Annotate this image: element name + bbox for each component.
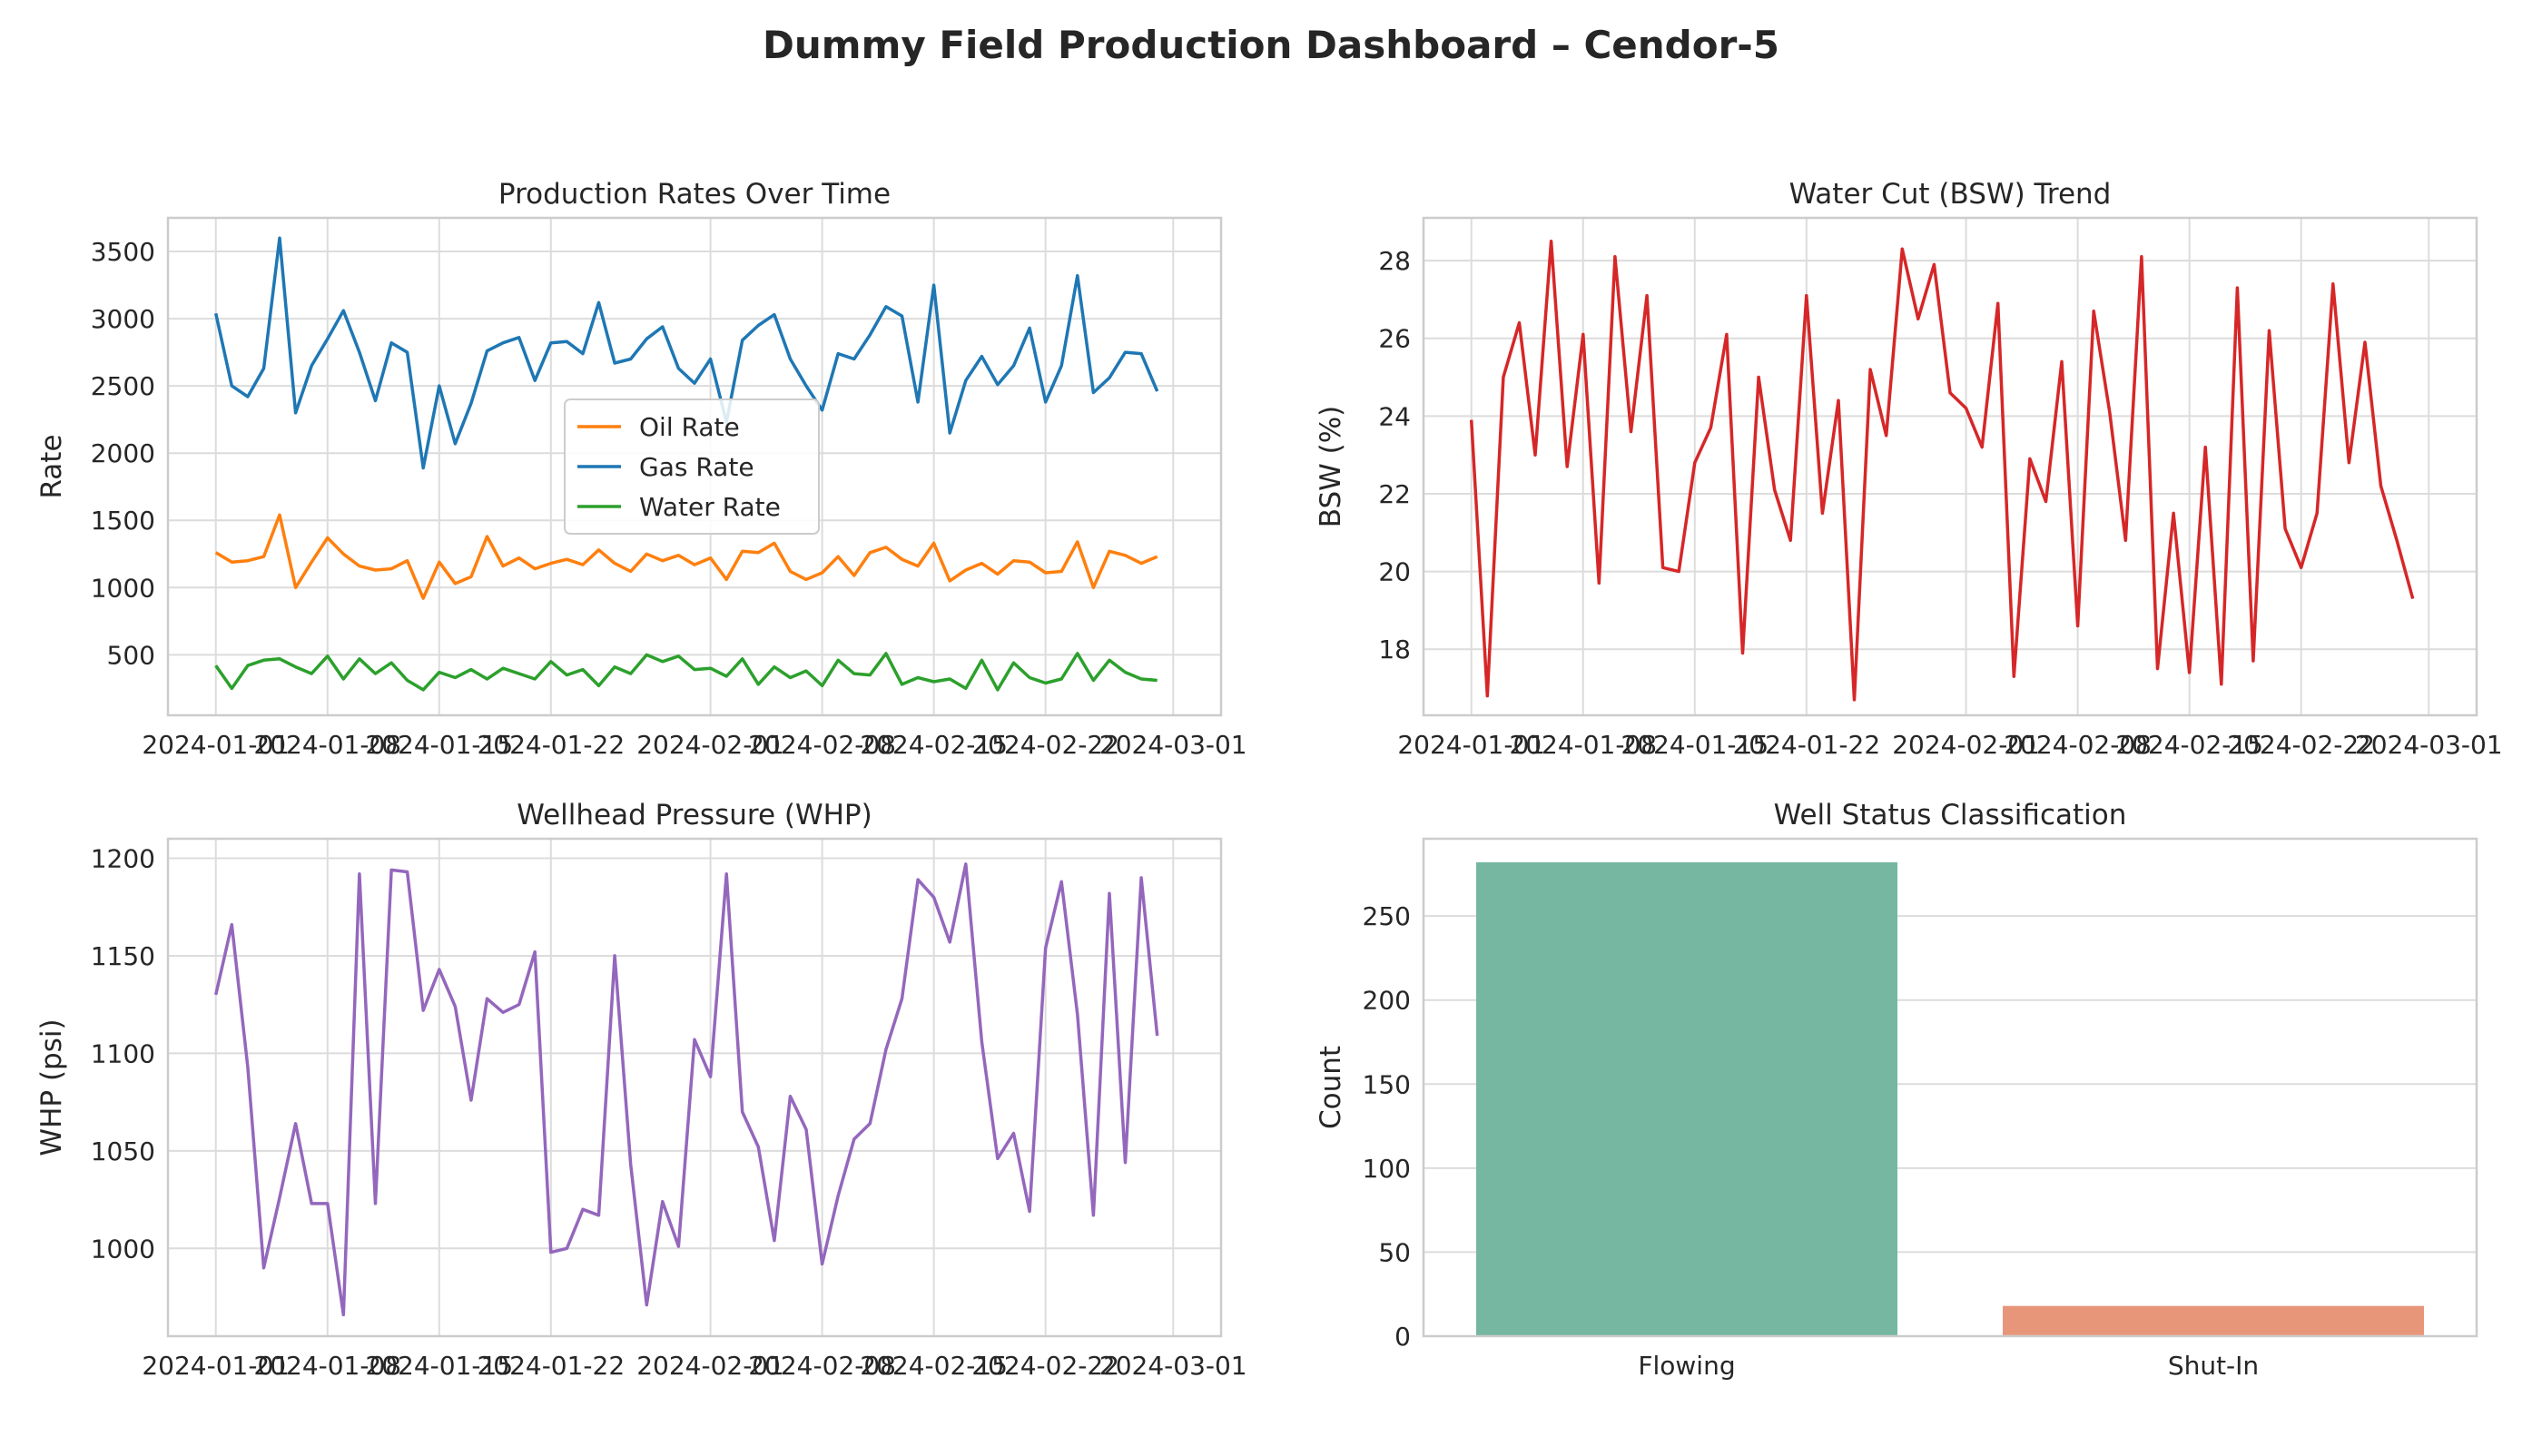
plot-area: [168, 839, 1221, 1336]
y-tick-label: 28: [1378, 246, 1411, 276]
y-tick-label: 2000: [91, 438, 155, 468]
legend-entry: Gas Rate: [639, 452, 754, 482]
series-line: [213, 862, 1159, 1317]
y-tick-label: 2500: [91, 371, 155, 401]
dashboard-title: Dummy Field Production Dashboard – Cendo…: [763, 23, 1779, 67]
x-tick-label: 2024-02-22: [2227, 730, 2375, 760]
bar-shut-in: [2003, 1305, 2424, 1336]
y-axis-label: BSW (%): [1315, 406, 1347, 528]
x-tick-label: 2024-02-15: [860, 1351, 1008, 1381]
y-tick-label: 200: [1363, 986, 1411, 1016]
y-tick-label: 18: [1378, 635, 1411, 664]
x-tick-label: 2024-01-22: [477, 730, 625, 760]
legend-entry: Oil Rate: [639, 412, 740, 442]
y-tick-label: 3000: [91, 304, 155, 334]
x-tick-label: 2024-01-01: [142, 1351, 290, 1381]
y-tick-label: 1200: [91, 843, 155, 873]
x-tick-label: 2024-01-08: [1509, 730, 1657, 760]
x-tick-label: 2024-01-01: [1397, 730, 1545, 760]
y-tick-label: 24: [1378, 401, 1411, 431]
x-tick-label: 2024-01-08: [253, 730, 401, 760]
plot-area: [1424, 218, 2477, 715]
x-tick-label: 2024-01-15: [1621, 730, 1769, 760]
plot-frame: [166, 216, 1223, 717]
x-tick-label: Flowing: [1638, 1351, 1735, 1381]
chart-panel-4: Well Status Classification 0 50 100 150 200 25…: [1315, 799, 2478, 1381]
legend-box: [564, 398, 820, 535]
x-tick-label: 2024-02-22: [971, 1351, 1119, 1381]
x-tick-label: 2024-01-15: [365, 730, 513, 760]
x-tick-label: 2024-02-15: [2115, 730, 2263, 760]
x-tick-label: 2024-02-08: [2004, 730, 2152, 760]
x-tick-label: 2024-03-01: [2355, 730, 2503, 760]
x-tick-label: 2024-01-08: [253, 1351, 401, 1381]
y-tick-label: 3500: [91, 237, 155, 267]
y-tick-label: 1500: [91, 506, 155, 536]
plot-frame: [166, 837, 1223, 1338]
y-tick-label: 250: [1363, 901, 1411, 931]
x-tick-label: 2024-02-01: [1892, 730, 2040, 760]
y-tick-label: 0: [1394, 1322, 1411, 1352]
x-tick-label: 2024-02-01: [636, 1351, 784, 1381]
y-tick-label: 50: [1378, 1237, 1411, 1267]
x-tick-label: 2024-01-22: [477, 1351, 625, 1381]
x-tick-label: 2024-03-01: [1099, 1351, 1247, 1381]
x-tick-label: Shut-In: [2168, 1351, 2259, 1381]
y-tick-label: 1150: [91, 941, 155, 971]
y-tick-label: 26: [1378, 324, 1411, 354]
x-tick-label: 2024-02-08: [748, 1351, 896, 1381]
y-tick-label: 1000: [91, 1234, 155, 1264]
series-line-gas-rate: [213, 236, 1159, 470]
y-tick-label: 1050: [91, 1136, 155, 1166]
series-line-oil-rate: [214, 513, 1158, 600]
x-tick-label: 2024-02-08: [748, 730, 896, 760]
plot-frame: [1422, 837, 2478, 1338]
y-axis-label: Rate: [35, 434, 68, 498]
x-tick-label: 2024-02-15: [860, 730, 1008, 760]
series-line-water-rate: [214, 652, 1158, 692]
x-tick-label: 2024-01-15: [365, 1351, 513, 1381]
plot-frame: [1422, 216, 2478, 717]
y-tick-label: 1100: [91, 1038, 155, 1068]
x-tick-label: 2024-02-01: [636, 730, 784, 760]
x-tick-label: 2024-01-01: [142, 730, 290, 760]
chart-panel-1: Production Rates Over Time 500 1000 1500 200…: [35, 178, 1247, 760]
y-tick-label: 500: [107, 640, 155, 670]
x-tick-label: 2024-03-01: [1099, 730, 1247, 760]
y-axis-label: Count: [1315, 1046, 1347, 1129]
y-tick-label: 1000: [91, 573, 155, 603]
legend-entry: Water Rate: [639, 492, 781, 522]
chart-title: Wellhead Pressure (WHP): [517, 799, 872, 831]
x-tick-label: 2024-02-22: [971, 730, 1119, 760]
bar-flowing: [1476, 861, 1897, 1336]
series-line: [1469, 239, 2415, 702]
y-axis-label: WHP (psi): [35, 1018, 68, 1156]
chart-title: Water Cut (BSW) Trend: [1789, 178, 2112, 211]
y-tick-label: 20: [1378, 557, 1411, 587]
y-tick-label: 100: [1363, 1154, 1411, 1184]
chart-title: Production Rates Over Time: [498, 178, 891, 211]
legend: Oil Rate Gas Rate Water Rate: [564, 398, 820, 535]
chart-panel-2: Water Cut (BSW) Trend 18 20 22 24 26 28 2024-01…: [1315, 178, 2503, 760]
chart-panel-3: Wellhead Pressure (WHP) 1000 1050 1100 1150 1…: [35, 799, 1247, 1381]
chart-title: Well Status Classification: [1774, 799, 2127, 831]
y-tick-label: 22: [1378, 479, 1411, 509]
x-tick-label: 2024-01-22: [1732, 730, 1880, 760]
y-tick-label: 150: [1363, 1069, 1411, 1099]
